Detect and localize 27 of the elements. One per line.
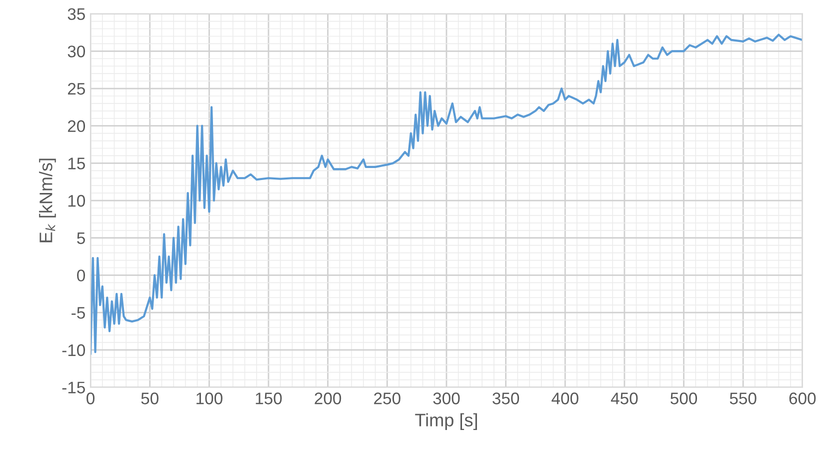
x-tick-label: 200: [314, 392, 342, 404]
y-tick-label: 30: [68, 46, 86, 58]
y-tick-label: 5: [77, 232, 85, 244]
y-tick-label: -5: [72, 307, 85, 319]
x-tick-label: 100: [196, 392, 222, 404]
y-tick-label: -15: [62, 382, 85, 394]
x-tick-label: 450: [610, 392, 638, 404]
y-tick-label: -10: [62, 344, 86, 356]
x-tick-label: 300: [433, 392, 460, 404]
y-tick-label: 15: [68, 158, 85, 170]
x-tick-label: 400: [552, 392, 578, 404]
x-tick-label: 0: [86, 392, 95, 404]
x-tick-label: 350: [492, 392, 520, 404]
x-tick-label: 50: [141, 392, 158, 404]
y-tick-label: 25: [68, 82, 85, 95]
x-tick-label: 500: [670, 392, 698, 404]
x-axis-title: Timp [s]: [415, 413, 477, 430]
y-tick-label: 20: [68, 120, 86, 132]
y-tick-label: 0: [77, 270, 86, 282]
y-tick-label: 35: [68, 8, 85, 20]
y-tick-label: 10: [68, 194, 86, 207]
x-tick-label: 600: [789, 392, 816, 404]
x-tick-label: 150: [256, 392, 282, 404]
line-series: [90, 34, 802, 355]
x-tick-label: 550: [730, 392, 756, 404]
y-axis-title: E$_{k}$ [kNm/s]: [39, 158, 56, 242]
x-tick-label: 250: [374, 392, 400, 404]
